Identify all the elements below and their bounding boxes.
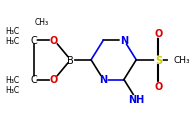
Circle shape bbox=[68, 57, 74, 63]
Circle shape bbox=[50, 37, 58, 44]
Text: C: C bbox=[30, 36, 37, 46]
Circle shape bbox=[120, 37, 127, 44]
Text: NH: NH bbox=[128, 94, 144, 104]
Text: O: O bbox=[50, 75, 58, 85]
Text: H₃C: H₃C bbox=[6, 75, 20, 84]
Circle shape bbox=[155, 57, 162, 64]
Circle shape bbox=[31, 77, 36, 82]
Circle shape bbox=[31, 38, 36, 43]
Circle shape bbox=[169, 56, 178, 65]
Text: H₃C: H₃C bbox=[6, 26, 20, 35]
Circle shape bbox=[155, 31, 162, 38]
Text: H₃C: H₃C bbox=[6, 85, 20, 94]
Circle shape bbox=[50, 76, 58, 83]
Text: CH₃: CH₃ bbox=[35, 18, 49, 27]
Text: H₃C: H₃C bbox=[6, 36, 20, 45]
Circle shape bbox=[132, 95, 141, 104]
Circle shape bbox=[100, 76, 107, 83]
Text: S: S bbox=[155, 55, 162, 65]
Text: O: O bbox=[154, 29, 163, 39]
Text: N: N bbox=[99, 75, 108, 85]
Text: O: O bbox=[50, 36, 58, 46]
Text: C: C bbox=[30, 75, 37, 85]
Text: O: O bbox=[154, 81, 163, 91]
Text: N: N bbox=[120, 36, 128, 46]
Text: CH₃: CH₃ bbox=[173, 56, 190, 65]
Circle shape bbox=[155, 83, 162, 90]
Text: B: B bbox=[67, 55, 74, 65]
